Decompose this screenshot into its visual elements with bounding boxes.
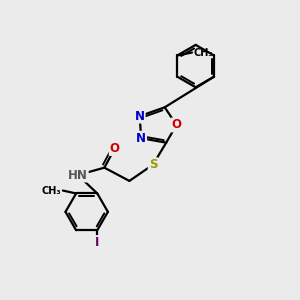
Text: N: N: [135, 110, 145, 123]
Text: CH₃: CH₃: [194, 47, 213, 58]
Text: CH₃: CH₃: [42, 185, 62, 196]
Text: O: O: [110, 142, 120, 155]
Text: I: I: [95, 236, 100, 249]
Text: O: O: [172, 118, 182, 131]
Text: S: S: [149, 158, 157, 171]
Text: HN: HN: [68, 169, 88, 182]
Text: N: N: [136, 132, 146, 145]
